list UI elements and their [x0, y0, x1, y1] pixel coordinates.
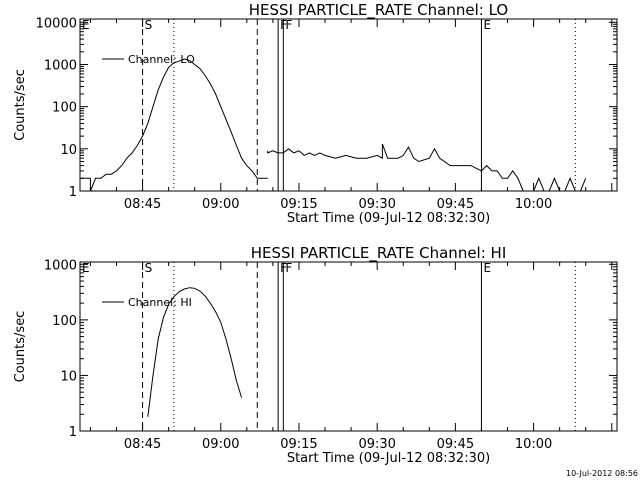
chart-title: HESSI PARTICLE_RATE Channel: HI [251, 244, 507, 263]
marker-label: F [285, 18, 292, 32]
y-axis-label: Counts/sec [13, 311, 28, 383]
marker-label: S [145, 18, 153, 32]
y-tick-label: 10 [60, 369, 77, 384]
footer-timestamp: 10-Jul-2012 08:56 [565, 469, 638, 478]
y-axis-label: Counts/sec [13, 69, 28, 141]
y-tick-label: 100 [52, 101, 77, 116]
x-tick-label: 09:00 [202, 437, 239, 452]
x-axis-label: Start Time (09-Jul-12 08:32:30) [287, 451, 490, 466]
series-line [80, 58, 268, 192]
x-axis-label: Start Time (09-Jul-12 08:32:30) [287, 211, 490, 226]
x-tick-label: 10:00 [515, 437, 552, 452]
y-tick-label: 1000 [44, 258, 77, 273]
marker-label: F [285, 261, 292, 275]
legend-entry: Channel: LO [128, 53, 195, 66]
x-tick-label: 10:00 [515, 197, 552, 212]
marker-label: E [483, 18, 491, 32]
legend-entry: Channel: HI [128, 296, 192, 309]
plot-frame [79, 261, 618, 432]
x-tick-label: 09:30 [358, 197, 395, 212]
y-tick-label: 10000 [36, 16, 77, 31]
marker-label: E [483, 261, 491, 275]
x-tick-label: 09:30 [358, 437, 395, 452]
x-tick-label: 09:15 [280, 197, 317, 212]
y-tick-label: 100 [52, 314, 77, 329]
x-tick-label: 09:15 [280, 437, 317, 452]
marker-label: E [82, 18, 90, 32]
x-tick-label: 09:00 [202, 197, 239, 212]
y-tick-label: 1 [69, 185, 77, 200]
y-tick-label: 1000 [44, 59, 77, 74]
marker-label: S [145, 261, 153, 275]
series-line [147, 287, 243, 417]
chart-panel-1: HESSI PARTICLE_RATE Channel: LO 08:45 09:0… [13, 1, 618, 226]
series-line [267, 143, 587, 192]
x-tick-label: 08:45 [124, 437, 161, 452]
chart-title: HESSI PARTICLE_RATE Channel: LO [249, 1, 508, 20]
x-tick-label: 08:45 [124, 197, 161, 212]
x-tick-label: 09:45 [437, 437, 474, 452]
y-tick-label: 1 [69, 425, 77, 440]
y-tick-label: 10 [60, 143, 77, 158]
x-tick-label: 09:45 [437, 197, 474, 212]
chart-panel-2: HESSI PARTICLE_RATE Channel: HI 08:45 09:0… [13, 244, 618, 466]
marker-label: E [82, 261, 90, 275]
plot-frame [79, 18, 618, 192]
